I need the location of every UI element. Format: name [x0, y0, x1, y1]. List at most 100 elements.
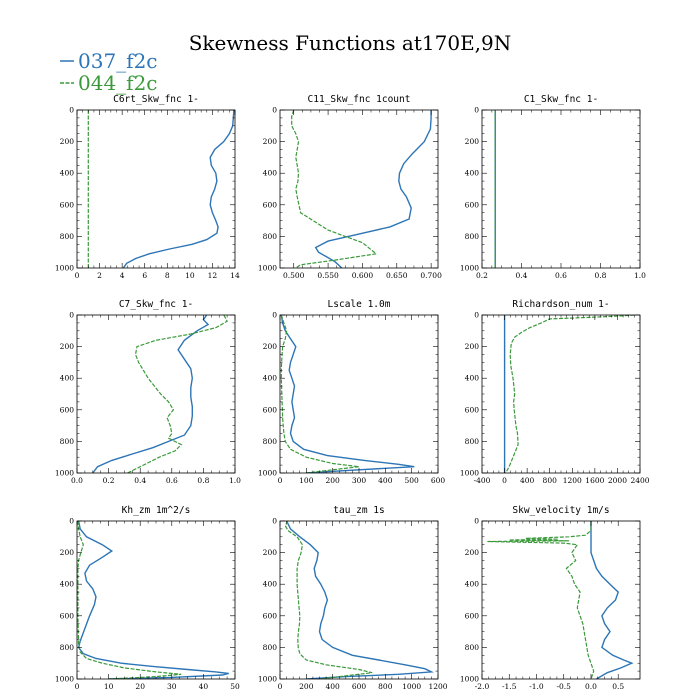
- x-tick-label: 0.2: [103, 476, 115, 485]
- y-tick-label: 1000: [55, 469, 74, 478]
- y-tick-label: 400: [60, 580, 75, 589]
- y-tick-label: 200: [465, 548, 480, 557]
- y-tick-label: 200: [465, 342, 480, 351]
- y-tick-label: 200: [263, 548, 278, 557]
- chart-panel: C11_Skw_fnc 1count 0.500 0.550 0.600 0.650 0.…: [258, 94, 442, 280]
- x-tick-label: 20: [135, 682, 145, 691]
- y-tick-label: 600: [263, 405, 278, 414]
- y-tick-label: 200: [465, 137, 480, 146]
- plot-area: [92, 315, 228, 473]
- y-tick-label: 200: [60, 342, 75, 351]
- y-tick-label: 1000: [460, 675, 479, 684]
- y-tick-label: 200: [263, 342, 278, 351]
- x-tick-label: 4: [120, 271, 125, 280]
- x-tick-label: 0.4: [516, 271, 528, 280]
- plot-frame: [76, 314, 236, 474]
- chart-panel: tau_zm 1s 0 200 400 600 800 1000 1200 0 200 400 600…: [258, 505, 448, 691]
- y-tick-label: 600: [465, 611, 480, 620]
- x-tick-label: 300: [352, 476, 367, 485]
- x-tick-label: 2: [97, 271, 102, 280]
- x-tick-label: 40: [199, 682, 209, 691]
- panel-title: Skw_velocity 1m/s: [512, 505, 609, 516]
- series-line: [505, 315, 635, 473]
- plot-area: [487, 521, 634, 679]
- plot-frame: [481, 109, 641, 269]
- series-line: [280, 315, 415, 473]
- plot-frame: [481, 314, 641, 474]
- y-tick-label: 400: [60, 169, 75, 178]
- y-tick-label: 0: [272, 311, 277, 320]
- plot-area: [503, 315, 635, 473]
- panel-title: C6rt_Skw_fnc 1-: [113, 94, 199, 105]
- y-tick-label: 0: [69, 311, 74, 320]
- y-tick-label: 1000: [460, 469, 479, 478]
- x-tick-label: 0.6: [555, 271, 567, 280]
- y-tick-label: 800: [60, 232, 75, 241]
- y-tick-label: 400: [465, 580, 480, 589]
- chart-panel: Richardson_num 1--400 0 400 800 1200 1600 2000…: [460, 299, 650, 485]
- y-tick-label: 0: [272, 517, 277, 526]
- chart-panel: Kh_zm 1m^2/s 0 10 20 30 40 50 0 200 400 600 800 1000: [55, 505, 240, 691]
- x-tick-label: 10: [185, 271, 195, 280]
- y-tick-label: 800: [263, 437, 278, 446]
- x-tick-label: 400: [326, 682, 341, 691]
- series-line: [487, 521, 595, 679]
- y-tick-label: 1000: [460, 264, 479, 273]
- plot-frame: [76, 520, 236, 680]
- y-tick-label: 600: [60, 200, 75, 209]
- y-tick-label: 800: [465, 437, 480, 446]
- series-line: [77, 521, 182, 679]
- y-tick-label: 600: [60, 405, 75, 414]
- plot-area: [77, 521, 229, 679]
- series-line: [92, 315, 210, 473]
- legend-label: 044_f2c: [78, 71, 158, 95]
- x-tick-label: 0.8: [197, 476, 209, 485]
- y-tick-label: 400: [465, 169, 480, 178]
- x-tick-label: 200: [326, 476, 341, 485]
- x-tick-label: 0.650: [386, 271, 408, 280]
- series-line: [590, 521, 634, 679]
- y-tick-label: 600: [465, 405, 480, 414]
- x-tick-label: -0.5: [556, 682, 571, 691]
- x-tick-label: 0.500: [283, 271, 305, 280]
- x-tick-label: 1000: [402, 682, 421, 691]
- y-tick-label: 0: [474, 311, 479, 320]
- figure-title: Skewness Functions at170E,9N: [189, 31, 512, 55]
- y-tick-label: 200: [60, 548, 75, 557]
- series-line: [285, 521, 435, 679]
- x-tick-label: -2.0: [475, 682, 490, 691]
- x-tick-label: 0: [278, 476, 283, 485]
- x-tick-label: 400: [378, 476, 393, 485]
- y-tick-label: 0: [69, 517, 74, 526]
- x-tick-label: 0: [75, 682, 80, 691]
- y-tick-label: 800: [465, 643, 480, 652]
- chart-panel: Skw_velocity 1m/s -2.0 -1.5 -1.0 -0.5 0.0 0.5 0…: [460, 505, 641, 691]
- y-tick-label: 800: [263, 232, 278, 241]
- chart-panel: Lscale 1.0m 0 100 200 300 400 500 600 0 200 400 600…: [258, 299, 445, 485]
- y-tick-label: 400: [60, 374, 75, 383]
- x-tick-label: 2400: [630, 476, 649, 485]
- x-tick-label: 0: [278, 682, 283, 691]
- y-tick-label: 800: [465, 232, 480, 241]
- plot-frame: [279, 520, 439, 680]
- panel-title: Kh_zm 1m^2/s: [122, 505, 191, 516]
- x-tick-label: 0.0: [585, 682, 597, 691]
- x-tick-label: 0.600: [352, 271, 374, 280]
- chart-panel: C1_Skw_fnc 1- 0.2 0.4 0.6 0.8 1.0 0 200 400 600 80…: [460, 94, 646, 280]
- y-tick-label: 1000: [55, 264, 74, 273]
- x-tick-label: 2000: [608, 476, 627, 485]
- y-tick-label: 0: [272, 106, 277, 115]
- plot-area: [87, 110, 235, 268]
- series-line: [291, 110, 378, 268]
- x-tick-label: 0: [502, 476, 507, 485]
- series-line: [284, 521, 373, 679]
- y-tick-label: 0: [474, 106, 479, 115]
- legend-entry: 037_f2c: [60, 49, 158, 73]
- x-tick-label: 0.0: [71, 476, 83, 485]
- x-tick-label: 8: [165, 271, 170, 280]
- y-tick-label: 600: [60, 611, 75, 620]
- x-tick-label: 1.0: [229, 476, 241, 485]
- x-tick-label: 0: [75, 271, 80, 280]
- x-tick-label: 0.8: [595, 271, 607, 280]
